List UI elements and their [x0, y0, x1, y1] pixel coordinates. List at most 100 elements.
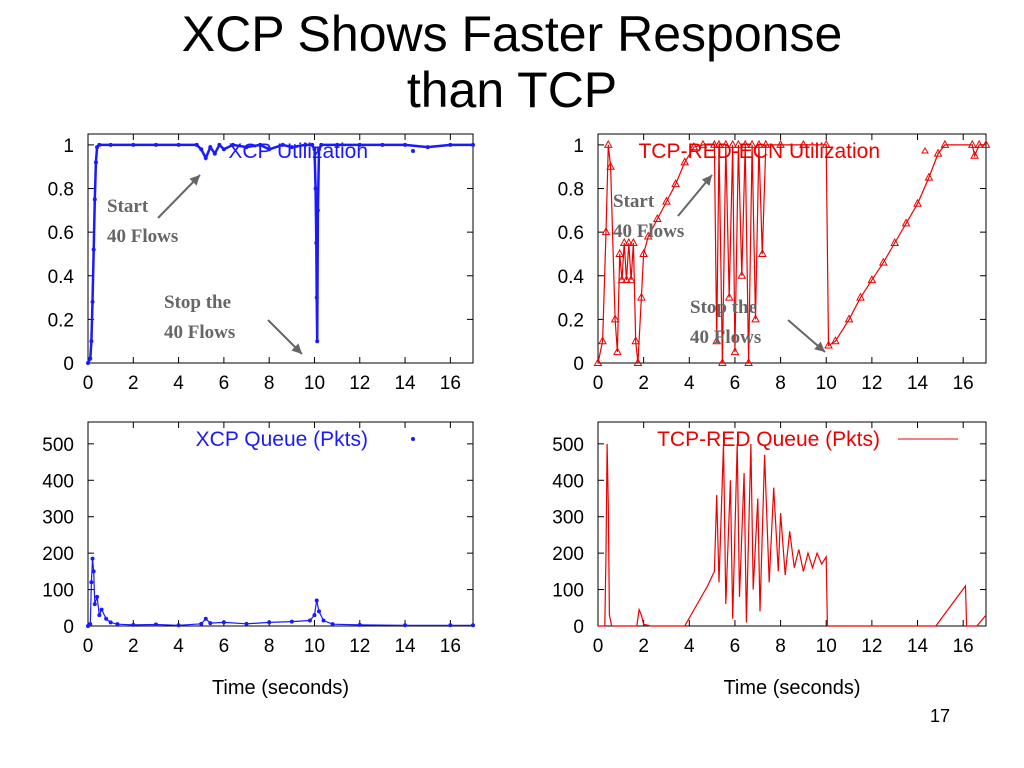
data-point — [637, 292, 646, 301]
data-point — [88, 356, 93, 361]
data-point — [89, 580, 94, 585]
series-line — [86, 142, 473, 364]
x-tick-label: 6 — [730, 636, 741, 657]
data-point — [289, 619, 294, 624]
data-point — [357, 622, 362, 627]
x-tick-label: 0 — [83, 636, 94, 657]
annotation-line2: 40 Flows — [690, 327, 761, 348]
data-point — [824, 340, 833, 349]
annotation-arrowhead — [814, 341, 825, 352]
data-point — [95, 145, 100, 150]
x-tick-label: 12 — [861, 373, 882, 394]
data-point — [108, 620, 113, 625]
data-point — [730, 347, 740, 356]
data-point — [310, 142, 315, 147]
data-point — [799, 139, 808, 148]
data-point — [471, 623, 475, 628]
x-tick-label: 10 — [304, 636, 325, 657]
data-point — [267, 147, 272, 152]
data-point — [629, 237, 638, 247]
x-tick-label: 2 — [128, 373, 139, 394]
y-tick-label: 0.4 — [48, 267, 75, 288]
slide-title-line2: than TCP — [406, 62, 618, 118]
annotation-arrow — [677, 174, 713, 217]
plot-frame — [597, 421, 987, 627]
data-point — [313, 186, 318, 191]
data-point — [314, 241, 319, 246]
x-tick-label: 0 — [83, 373, 94, 394]
data-point — [221, 147, 226, 152]
annotation-arrowhead — [189, 175, 200, 186]
data-point — [403, 623, 408, 628]
x-tick-label: 4 — [173, 373, 184, 394]
annotation-line1: Stop the — [690, 297, 757, 318]
y-tick-label: 0.6 — [558, 223, 584, 244]
data-point — [91, 247, 96, 252]
data-point — [199, 621, 204, 626]
y-tick-label: 200 — [552, 544, 584, 565]
y-tick-label: 200 — [42, 544, 74, 565]
data-point — [734, 139, 743, 148]
data-point — [967, 139, 977, 148]
legend-marker — [921, 147, 929, 154]
data-point — [95, 594, 100, 599]
data-point — [747, 139, 757, 148]
annotation-arrow — [267, 319, 303, 355]
annotation-arrowhead — [291, 343, 302, 354]
data-point — [710, 139, 719, 148]
data-point — [728, 139, 737, 148]
data-point — [314, 295, 319, 300]
data-point — [671, 179, 680, 188]
y-tick-label: 0.8 — [48, 180, 74, 201]
x-tick-label: 4 — [684, 373, 695, 394]
data-point — [633, 357, 643, 366]
y-tick-label: 500 — [42, 435, 74, 456]
data-point — [601, 227, 611, 236]
x-tick-label: 0 — [593, 636, 604, 657]
legend-marker — [411, 437, 415, 441]
xcp-queue-chart: 0 2 4 6 8 10 12 14 16 0 100 200 300 400 500 XCP Queue (… — [42, 421, 475, 699]
x-axis-label: Time (seconds) — [723, 677, 860, 699]
data-point — [312, 613, 317, 618]
x-tick-label: 16 — [440, 636, 461, 657]
data-point — [761, 139, 771, 148]
data-point — [831, 336, 840, 345]
annotation-arrow — [787, 319, 826, 353]
y-tick-label: 400 — [42, 471, 74, 492]
x-tick-label: 8 — [775, 373, 786, 394]
x-tick-label: 14 — [907, 373, 929, 394]
x-tick-label: 12 — [861, 636, 882, 657]
data-point — [913, 198, 922, 207]
data-point — [606, 161, 615, 170]
x-tick-label: 10 — [816, 636, 837, 657]
data-point — [610, 314, 620, 323]
data-point — [867, 275, 877, 284]
x-tick-label: 4 — [173, 636, 184, 657]
data-point — [425, 145, 430, 150]
data-point — [199, 147, 204, 152]
data-point — [92, 602, 97, 607]
data-point — [603, 139, 613, 148]
data-point — [639, 248, 648, 257]
data-point — [230, 142, 235, 147]
x-tick-label: 8 — [264, 373, 275, 394]
data-point — [203, 155, 208, 160]
y-tick-label: 100 — [552, 581, 584, 602]
y-tick-label: 300 — [552, 508, 584, 529]
data-point — [317, 609, 321, 614]
data-point — [88, 622, 93, 627]
slide-title-line1: XCP Shows Faster Response — [181, 6, 843, 62]
slide-number: 17 — [930, 706, 951, 726]
y-tick-label: 0.8 — [558, 180, 584, 201]
data-point — [901, 218, 911, 227]
data-point — [208, 145, 213, 150]
data-point — [131, 142, 136, 147]
data-point — [757, 248, 767, 257]
x-tick-label: 2 — [638, 636, 649, 657]
y-tick-label: 0 — [573, 617, 584, 638]
data-point — [448, 142, 453, 147]
data-point — [631, 336, 640, 345]
data-point — [712, 336, 722, 345]
data-point — [335, 142, 340, 147]
data-point — [403, 142, 408, 147]
